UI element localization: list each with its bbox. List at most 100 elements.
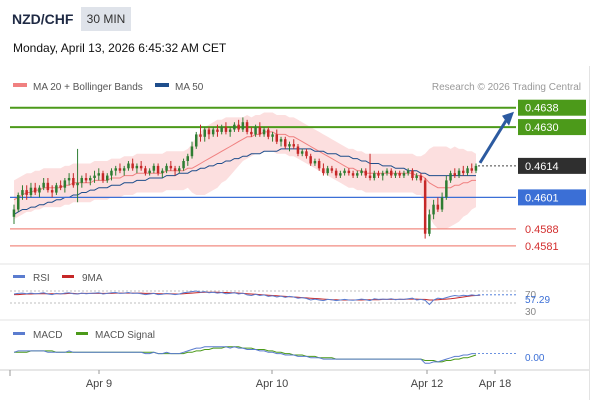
candle-body [313, 161, 317, 164]
ma50-legend-swatch [155, 83, 169, 87]
candle-body [156, 165, 160, 174]
current-price-tag [518, 157, 586, 174]
x-axis: Apr 9 Apr 10 Apr 12 Apr 18 [9, 370, 511, 390]
target-level-label: 0.4638 [525, 103, 559, 115]
candle-body [385, 170, 389, 174]
candle-body [296, 146, 300, 154]
candle-body [84, 178, 88, 181]
level-lines-layer: 0.4638 0.4630 0.4614 0.4601 0.4588 0.4581 [10, 99, 586, 253]
candle-body [406, 170, 410, 174]
candle-body [233, 124, 236, 130]
candle-body [97, 173, 100, 176]
forecast-arrow-head [502, 111, 514, 126]
candle-body [21, 190, 24, 195]
candle-body [330, 168, 334, 171]
candle-body [402, 173, 406, 176]
candle-body [305, 151, 308, 157]
candle-body [254, 127, 257, 135]
ma50-legend-label: MA 50 [175, 82, 204, 93]
candle-body [279, 139, 283, 142]
candle-body [190, 146, 194, 157]
ma9-legend-swatch [62, 275, 74, 278]
candle-body [25, 190, 28, 195]
rsi-value-label: 57.29 [525, 295, 550, 306]
candle-body [275, 134, 278, 142]
x-tick-label: Apr 12 [411, 378, 443, 390]
rsi-line [13, 290, 481, 306]
candle-body [182, 161, 185, 169]
candle-body [42, 182, 45, 188]
ma20-legend-label: MA 20 + Bollinger Bands [33, 82, 143, 93]
candle-body [419, 175, 423, 181]
candle-body [262, 129, 266, 135]
macd-legend-label: MACD [33, 330, 62, 341]
macd-layer [13, 346, 516, 364]
candle-body [186, 156, 189, 161]
candle-body [211, 129, 215, 135]
candle-body [76, 182, 79, 186]
target-level-tag [518, 99, 586, 116]
candle-body [343, 170, 346, 174]
timeframe-badge[interactable]: 30 MIN [81, 7, 131, 31]
candle-body [63, 180, 67, 188]
candle-body [55, 185, 58, 193]
candle-body [144, 168, 147, 174]
candle-body [449, 173, 452, 181]
ma50-line [13, 148, 476, 215]
candle-body [411, 170, 414, 178]
candle-body [131, 163, 134, 169]
candle-body [292, 144, 295, 147]
candle-body [377, 173, 380, 176]
target-level-label: 0.4630 [525, 122, 559, 134]
x-tick-label: Apr 9 [86, 378, 112, 390]
rsi-legend-label: RSI [33, 273, 50, 284]
candle-body [347, 170, 351, 174]
symbol-title: NZD/CHF [12, 11, 74, 27]
candle-body [59, 185, 62, 188]
candle-body [178, 168, 181, 171]
candle-body [415, 175, 418, 178]
candle-body [114, 168, 117, 171]
candle-body [453, 173, 456, 176]
macd-signal-legend-swatch [76, 332, 88, 335]
candle-body [462, 170, 465, 174]
support-level-label: 0.4588 [525, 224, 559, 236]
bollinger-band-layer [14, 112, 476, 229]
rsi-layer [10, 290, 516, 306]
candle-body [317, 161, 321, 169]
candle-body [381, 173, 384, 176]
macd-line [13, 346, 476, 364]
candle-body [207, 129, 211, 135]
candle-body [203, 129, 206, 137]
candle-body [360, 170, 363, 174]
candle-body [38, 187, 41, 193]
candle-body [322, 168, 325, 174]
rsi-30-label: 30 [525, 307, 537, 318]
candle-body [432, 204, 435, 215]
candle-body [373, 173, 376, 178]
target-level-tag [518, 119, 586, 136]
candle-body [224, 127, 228, 132]
candle-body [67, 178, 71, 181]
credit-label: Research © 2026 Trading Central [432, 82, 581, 93]
ma20-legend-swatch [13, 83, 27, 87]
candle-body [122, 168, 126, 171]
candle-body [152, 165, 156, 171]
candle-body [127, 163, 130, 169]
candle-body [390, 170, 393, 176]
candle-body [351, 173, 355, 176]
candle-body [199, 134, 202, 137]
macd-legend-swatch [13, 332, 25, 335]
candle-body [237, 124, 240, 130]
candle-body [445, 180, 448, 198]
ma9-legend-label: 9MA [82, 273, 103, 284]
candle-body [93, 175, 96, 178]
candle-body [250, 131, 253, 135]
candle-body [398, 173, 401, 176]
candle-body [258, 127, 262, 135]
candle-body [195, 134, 198, 147]
candle-body [457, 170, 461, 176]
candle-body [466, 168, 469, 174]
candle-body [101, 173, 105, 181]
x-tick-label: Apr 10 [256, 378, 288, 390]
